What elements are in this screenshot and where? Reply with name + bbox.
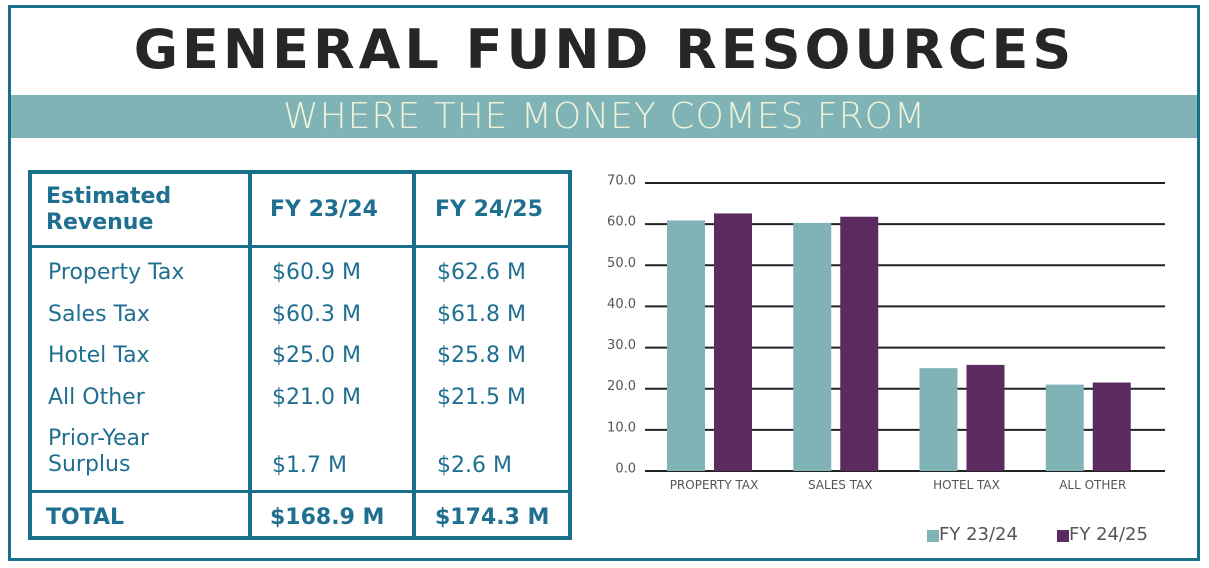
bar: [714, 213, 752, 471]
column-header: Estimated Revenue: [46, 184, 172, 235]
y-tick-label: 10.0: [607, 420, 636, 435]
y-tick-label: 70.0: [607, 174, 636, 189]
y-tick-label: 30.0: [607, 338, 636, 353]
table-cell: $62.6 M: [437, 260, 526, 285]
table-cell: $60.3 M: [272, 302, 361, 327]
column-divider: [412, 174, 416, 536]
table-cell: Prior-Year Surplus: [48, 426, 150, 477]
table-cell: $61.8 M: [437, 302, 526, 327]
x-tick-label: SALES TAX: [807, 478, 873, 492]
bar: [919, 368, 958, 471]
y-tick-label: 50.0: [607, 256, 636, 271]
table-cell: $1.7 M: [272, 453, 347, 478]
revenue-table: Estimated Revenue FY 23/24 FY 24/25 Propert…: [28, 170, 572, 540]
y-tick-label: 40.0: [607, 297, 636, 312]
legend-label: FY 23/24: [939, 524, 1018, 545]
legend-swatch: [1057, 530, 1069, 542]
column-header: FY 23/24: [270, 197, 378, 222]
table-cell: Sales Tax: [48, 302, 150, 327]
subtitle: WHERE THE MONEY COMES FROM: [282, 96, 927, 137]
total-cell: $168.9 M: [270, 505, 385, 530]
column-divider: [248, 174, 252, 536]
total-cell: $174.3 M: [435, 505, 550, 530]
row-divider: [32, 490, 568, 493]
table-cell: $25.0 M: [272, 343, 361, 368]
bar: [1045, 384, 1084, 471]
y-tick-label: 0.0: [615, 462, 636, 477]
bar: [1092, 382, 1131, 471]
table-cell: $21.5 M: [437, 385, 526, 410]
table-cell: $21.0 M: [272, 385, 361, 410]
title: GENERAL FUND RESOURCES: [133, 18, 1076, 81]
table-cell: Hotel Tax: [48, 343, 150, 368]
bar: [793, 222, 832, 471]
table-cell: Property Tax: [48, 260, 185, 285]
y-tick-label: 20.0: [607, 379, 636, 394]
total-cell: TOTAL: [46, 505, 125, 530]
legend-swatch: [927, 530, 939, 542]
x-tick-label: HOTEL TAX: [933, 478, 1000, 492]
y-tick-label: 60.0: [607, 215, 636, 230]
subtitle-band: [11, 95, 1197, 138]
legend-label: FY 24/25: [1069, 524, 1148, 545]
bar: [966, 364, 1005, 471]
table-cell: $60.9 M: [272, 260, 361, 285]
x-tick-label: ALL OTHER: [1059, 478, 1127, 492]
bar: [667, 220, 705, 471]
table-cell: $25.8 M: [437, 343, 526, 368]
bar: [840, 216, 879, 471]
row-divider: [32, 245, 568, 248]
column-header: FY 24/25: [435, 197, 543, 222]
table-cell: All Other: [48, 385, 145, 410]
x-tick-label: PROPERTY TAX: [669, 478, 759, 492]
table-cell: $2.6 M: [437, 453, 512, 478]
frame: [8, 5, 1200, 561]
